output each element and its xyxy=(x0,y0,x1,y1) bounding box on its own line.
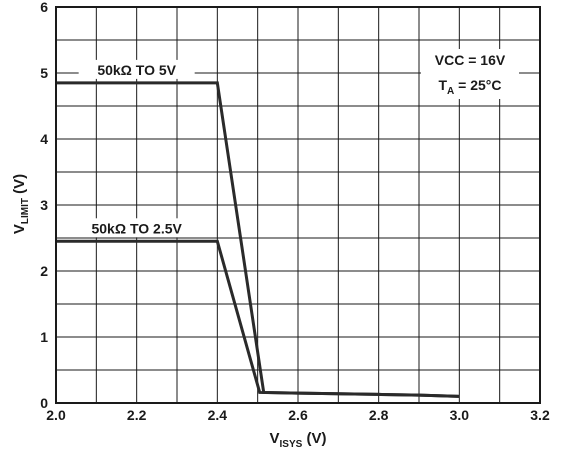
x-tick-label: 2.6 xyxy=(288,407,308,423)
x-tick-label: 2.4 xyxy=(208,407,228,423)
series-label-1: 50kΩ TO 5V xyxy=(97,62,176,78)
y-axis-title: VLIMIT (V) xyxy=(11,174,31,234)
y-tick-label: 5 xyxy=(40,65,48,81)
series-lines xyxy=(56,81,460,398)
tick-labels: 2.0 2.2 2.4 2.6 2.8 3.0 3.2 0 1 2 3 4 5 6 xyxy=(40,0,550,423)
conditions-box: VCC = 16V TA = 25°C xyxy=(421,49,519,99)
x-axis-title: VISYS (V) xyxy=(270,430,327,450)
series-line-2 xyxy=(56,239,460,398)
y-tick-label: 0 xyxy=(40,395,48,411)
x-tick-label: 3.2 xyxy=(530,407,550,423)
y-tick-label: 2 xyxy=(40,263,48,279)
conditions-ta: TA = 25°C xyxy=(438,77,501,97)
series-label-bg xyxy=(78,59,195,79)
y-tick-label: 4 xyxy=(40,131,48,147)
y-tick-label: 3 xyxy=(40,197,48,213)
plot-frame xyxy=(55,6,541,404)
y-tick-label: 6 xyxy=(40,0,48,15)
x-tick-label: 3.0 xyxy=(450,407,470,423)
series-label-bg xyxy=(78,218,195,238)
x-tick-label: 2.0 xyxy=(46,407,66,423)
series-label-2: 50kΩ TO 2.5V xyxy=(91,220,182,236)
conditions-vcc: VCC = 16V xyxy=(435,52,506,68)
series-labels: 50kΩ TO 5V 50kΩ TO 2.5V xyxy=(78,59,195,238)
conditions-box-bg xyxy=(421,49,519,99)
x-tick-label: 2.8 xyxy=(369,407,389,423)
x-tick-label: 2.2 xyxy=(127,407,147,423)
y-tick-label: 1 xyxy=(40,329,48,345)
